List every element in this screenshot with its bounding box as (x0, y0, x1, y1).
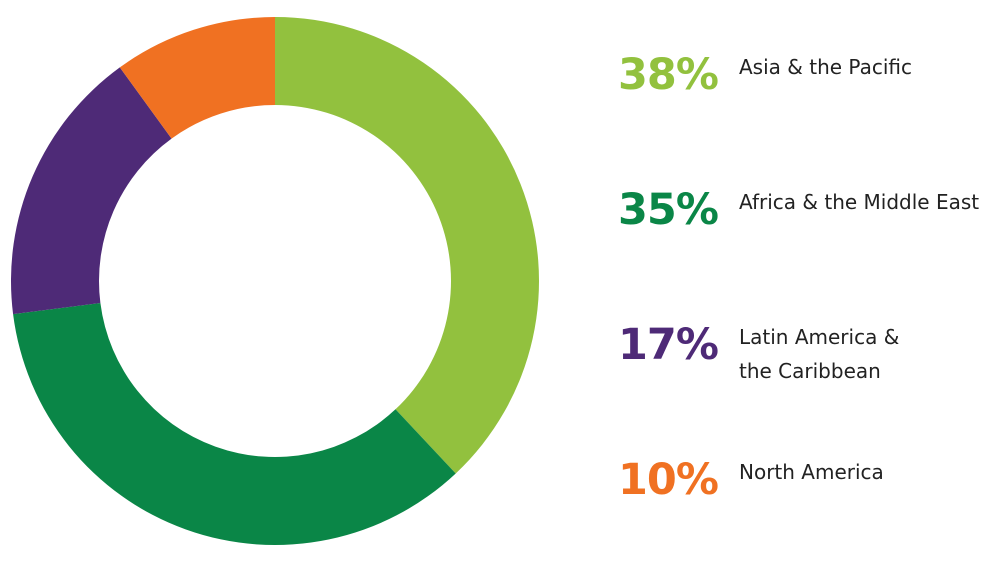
legend-label-latin-america-caribbean: Latin America & the Caribbean (739, 325, 900, 383)
legend-label-asia-pacific: Asia & the Pacific (739, 55, 912, 79)
donut-slice-africa-middle-east (13, 303, 456, 545)
donut-slice-latin-america-caribbean (10, 67, 172, 315)
donut-chart (10, 17, 539, 545)
legend-item-latin-america-caribbean: 17% Latin America & the Caribbean (618, 320, 998, 420)
legend-value-latin-america-caribbean: 17% (618, 320, 719, 370)
legend-item-asia-pacific: 38% Asia & the Pacific (618, 50, 998, 150)
legend-item-north-america: 10% North America (618, 455, 998, 555)
legend-label-north-america: North America (739, 460, 884, 484)
legend-value-africa-middle-east: 35% (618, 185, 719, 235)
donut-slice-asia-pacific (275, 17, 539, 474)
donut-slice-north-america (119, 17, 275, 139)
legend-item-africa-middle-east: 35% Africa & the Middle East (618, 185, 998, 285)
legend-label-africa-middle-east: Africa & the Middle East (739, 190, 980, 214)
legend-value-north-america: 10% (618, 455, 719, 505)
legend-value-asia-pacific: 38% (618, 50, 719, 100)
